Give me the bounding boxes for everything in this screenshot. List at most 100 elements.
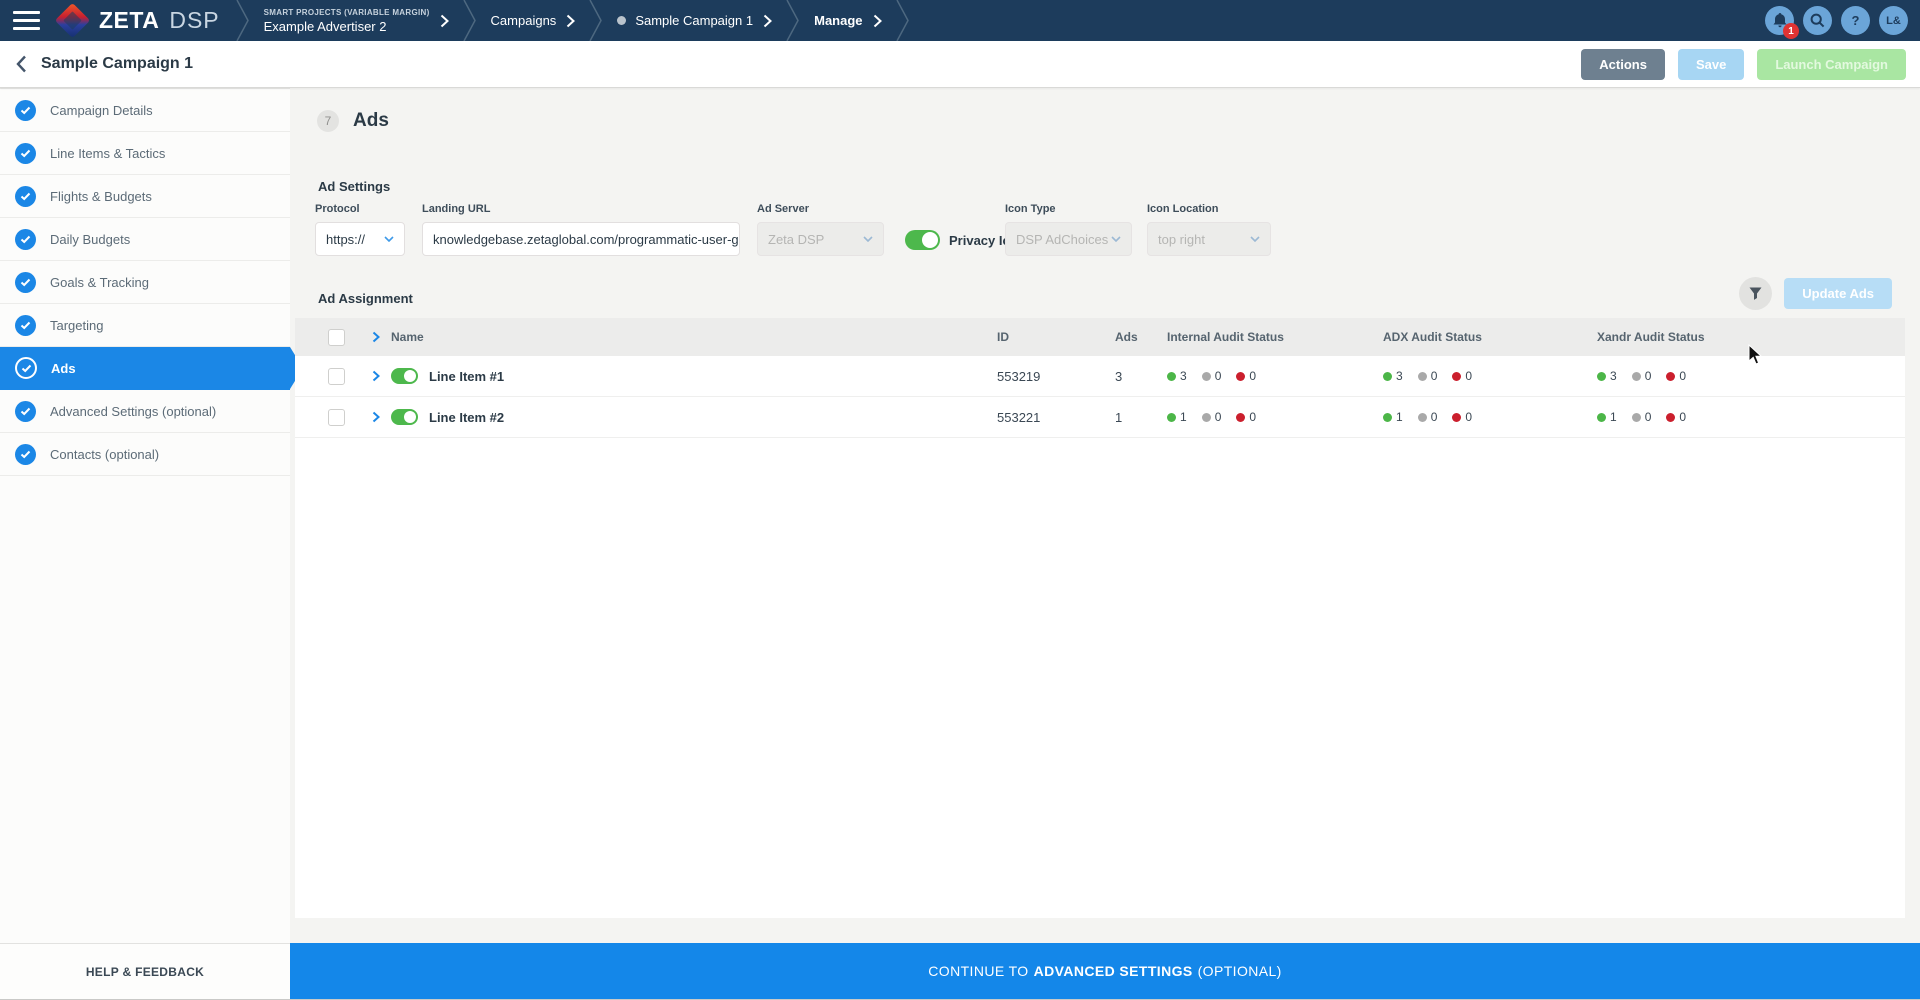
row-checkbox[interactable] bbox=[328, 409, 345, 426]
privacy-icon-toggle[interactable] bbox=[905, 230, 940, 250]
rejected-dot-icon bbox=[1236, 372, 1245, 381]
ad-settings-section-title: Ad Settings bbox=[318, 179, 390, 194]
approved-dot-icon bbox=[1383, 413, 1392, 422]
xandr-audit-status: 3 0 0 bbox=[1597, 369, 1905, 383]
rejected-dot-icon bbox=[1666, 372, 1675, 381]
sidebar-item-targeting[interactable]: Targeting bbox=[0, 304, 290, 347]
breadcrumb-advertiser[interactable]: SMART PROJECTS (VARIABLE MARGIN) Example… bbox=[250, 0, 463, 41]
column-header-id: ID bbox=[997, 330, 1115, 344]
status-dot-icon bbox=[617, 16, 626, 25]
protocol-label: Protocol bbox=[315, 203, 405, 215]
breadcrumb: SMART PROJECTS (VARIABLE MARGIN) Example… bbox=[236, 0, 910, 41]
pending-dot-icon bbox=[1632, 413, 1641, 422]
landing-url-input[interactable]: knowledgebase.zetaglobal.com/programmati… bbox=[422, 222, 740, 256]
sidebar-item-advanced-settings[interactable]: Advanced Settings (optional) bbox=[0, 390, 290, 433]
campaign-steps-sidebar: Campaign Details Line Items & Tactics Fl… bbox=[0, 88, 290, 943]
filter-button[interactable] bbox=[1739, 277, 1772, 310]
line-item-enabled-toggle[interactable] bbox=[391, 409, 418, 425]
rejected-dot-icon bbox=[1452, 413, 1461, 422]
save-button[interactable]: Save bbox=[1678, 49, 1744, 80]
sidebar-item-goals-tracking[interactable]: Goals & Tracking bbox=[0, 261, 290, 304]
icon-type-select[interactable]: DSP AdChoices bbox=[1005, 222, 1132, 256]
breadcrumb-separator-icon bbox=[236, 0, 250, 41]
expand-all-chevron-icon[interactable] bbox=[372, 331, 380, 343]
search-button[interactable] bbox=[1803, 6, 1832, 35]
hamburger-menu-icon[interactable] bbox=[13, 11, 40, 30]
help-feedback-button[interactable]: HELP & FEEDBACK bbox=[0, 943, 290, 999]
check-icon bbox=[15, 186, 36, 207]
breadcrumb-project-label: SMART PROJECTS (VARIABLE MARGIN) bbox=[264, 8, 430, 17]
table-row: Line Item #2 553221 1 1 0 0 1 0 0 1 0 0 bbox=[295, 397, 1905, 438]
pending-dot-icon bbox=[1202, 413, 1211, 422]
launch-campaign-button[interactable]: Launch Campaign bbox=[1757, 49, 1906, 80]
notification-badge: 1 bbox=[1783, 23, 1799, 39]
column-header-internal-audit: Internal Audit Status bbox=[1167, 330, 1383, 344]
back-button[interactable] bbox=[16, 55, 27, 73]
chevron-left-icon bbox=[16, 55, 27, 73]
pending-dot-icon bbox=[1632, 372, 1641, 381]
icon-type-label: Icon Type bbox=[1005, 203, 1132, 215]
expand-row-chevron-icon[interactable] bbox=[372, 370, 380, 382]
sidebar-item-campaign-details[interactable]: Campaign Details bbox=[0, 89, 290, 132]
help-button[interactable]: ? bbox=[1841, 6, 1870, 35]
line-item-name: Line Item #2 bbox=[429, 410, 504, 425]
breadcrumb-campaigns[interactable]: Campaigns bbox=[477, 0, 590, 41]
breadcrumb-campaign[interactable]: Sample Campaign 1 bbox=[603, 0, 786, 41]
line-item-name: Line Item #1 bbox=[429, 369, 504, 384]
sidebar-item-ads[interactable]: Ads bbox=[0, 347, 290, 390]
update-ads-button[interactable]: Update Ads bbox=[1784, 278, 1892, 309]
chevron-down-icon bbox=[863, 236, 873, 242]
search-icon bbox=[1810, 13, 1825, 28]
column-header-name: Name bbox=[391, 330, 424, 344]
row-checkbox[interactable] bbox=[328, 368, 345, 385]
chevron-right-icon bbox=[566, 14, 575, 28]
check-icon bbox=[15, 272, 36, 293]
page-title: Sample Campaign 1 bbox=[41, 55, 193, 73]
line-item-ads-count: 3 bbox=[1115, 369, 1167, 384]
protocol-select[interactable]: https:// bbox=[315, 222, 405, 256]
step-number-badge: 7 bbox=[317, 110, 339, 132]
column-header-ads: Ads bbox=[1115, 330, 1167, 344]
line-item-ads-count: 1 bbox=[1115, 410, 1167, 425]
notifications-button[interactable]: 1 bbox=[1765, 6, 1794, 35]
breadcrumb-manage[interactable]: Manage bbox=[800, 0, 895, 41]
check-icon bbox=[15, 143, 36, 164]
adx-audit-status: 3 0 0 bbox=[1383, 369, 1597, 383]
zeta-diamond-icon bbox=[55, 3, 90, 38]
breadcrumb-advertiser-label: Example Advertiser 2 bbox=[264, 19, 430, 34]
check-icon bbox=[15, 401, 36, 422]
avatar-initials: L& bbox=[1886, 15, 1901, 27]
expand-row-chevron-icon[interactable] bbox=[372, 411, 380, 423]
continue-advanced-settings-button[interactable]: CONTINUE TO ADVANCED SETTINGS (OPTIONAL) bbox=[290, 943, 1920, 999]
sidebar-item-daily-budgets[interactable]: Daily Budgets bbox=[0, 218, 290, 261]
ad-settings-form: Protocol https:// Landing URL knowledgeb… bbox=[290, 203, 1920, 263]
chevron-right-icon bbox=[873, 14, 882, 28]
line-item-enabled-toggle[interactable] bbox=[391, 368, 418, 384]
ad-server-label: Ad Server bbox=[757, 203, 884, 215]
user-avatar[interactable]: L& bbox=[1879, 6, 1908, 35]
campaign-header: Sample Campaign 1 Actions Save Launch Ca… bbox=[0, 41, 1920, 88]
approved-dot-icon bbox=[1167, 372, 1176, 381]
breadcrumb-separator-icon bbox=[589, 0, 603, 41]
icon-location-select[interactable]: top right bbox=[1147, 222, 1271, 256]
chevron-down-icon bbox=[1111, 236, 1121, 242]
chevron-right-icon bbox=[763, 14, 772, 28]
select-all-checkbox[interactable] bbox=[328, 329, 345, 346]
question-mark-icon: ? bbox=[1852, 13, 1860, 28]
check-icon bbox=[15, 357, 37, 379]
rejected-dot-icon bbox=[1236, 413, 1245, 422]
sidebar-item-line-items[interactable]: Line Items & Tactics bbox=[0, 132, 290, 175]
ad-server-select[interactable]: Zeta DSP bbox=[757, 222, 884, 256]
column-header-adx-audit: ADX Audit Status bbox=[1383, 330, 1597, 344]
approved-dot-icon bbox=[1597, 372, 1606, 381]
table-header-row: Name ID Ads Internal Audit Status ADX Au… bbox=[295, 318, 1905, 356]
rejected-dot-icon bbox=[1452, 372, 1461, 381]
zeta-dsp-logo[interactable]: ZETA DSP bbox=[60, 7, 220, 34]
pending-dot-icon bbox=[1202, 372, 1211, 381]
sidebar-item-flights-budgets[interactable]: Flights & Budgets bbox=[0, 175, 290, 218]
actions-button[interactable]: Actions bbox=[1581, 49, 1665, 80]
check-icon bbox=[15, 100, 36, 121]
sidebar-item-contacts[interactable]: Contacts (optional) bbox=[0, 433, 290, 476]
breadcrumb-separator-icon bbox=[896, 0, 910, 41]
approved-dot-icon bbox=[1167, 413, 1176, 422]
